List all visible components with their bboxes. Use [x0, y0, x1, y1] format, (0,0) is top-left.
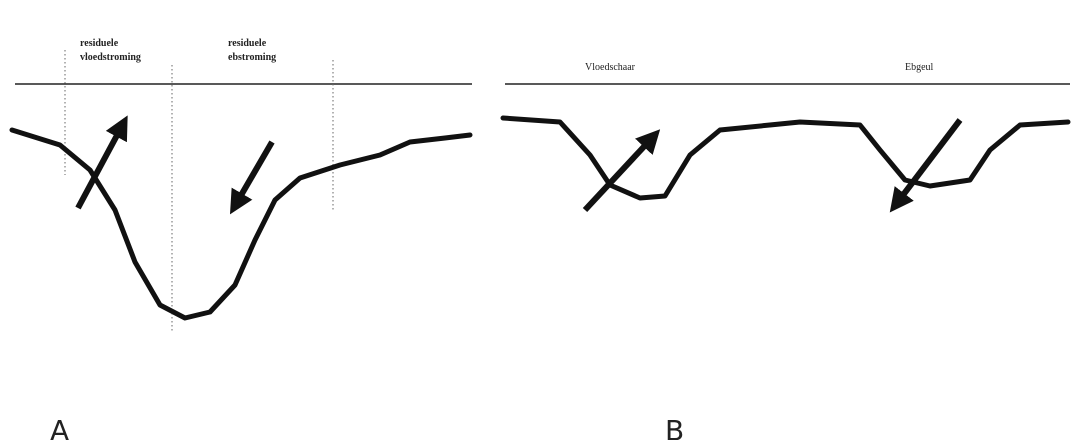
panel-label: B [665, 414, 684, 440]
channel-profile [9, 127, 473, 321]
annotation: residuele [80, 38, 119, 49]
flow-arrow [75, 115, 128, 210]
channel-profile [500, 115, 1071, 201]
flow-arrow [582, 129, 661, 213]
panel-label: A [50, 414, 69, 440]
flow-arrow [229, 140, 275, 215]
annotation: Ebgeul [905, 62, 934, 73]
panel-b: Vloedschaar Ebgeul B [500, 62, 1071, 440]
flow-arrow [889, 118, 963, 213]
annotation: vloedstroming [80, 52, 141, 63]
annotation: ebstroming [228, 52, 276, 63]
panel-a: residuele vloedstroming residuele ebstro… [9, 38, 473, 440]
annotation: residuele [228, 38, 267, 49]
annotation: Vloedschaar [585, 62, 636, 73]
